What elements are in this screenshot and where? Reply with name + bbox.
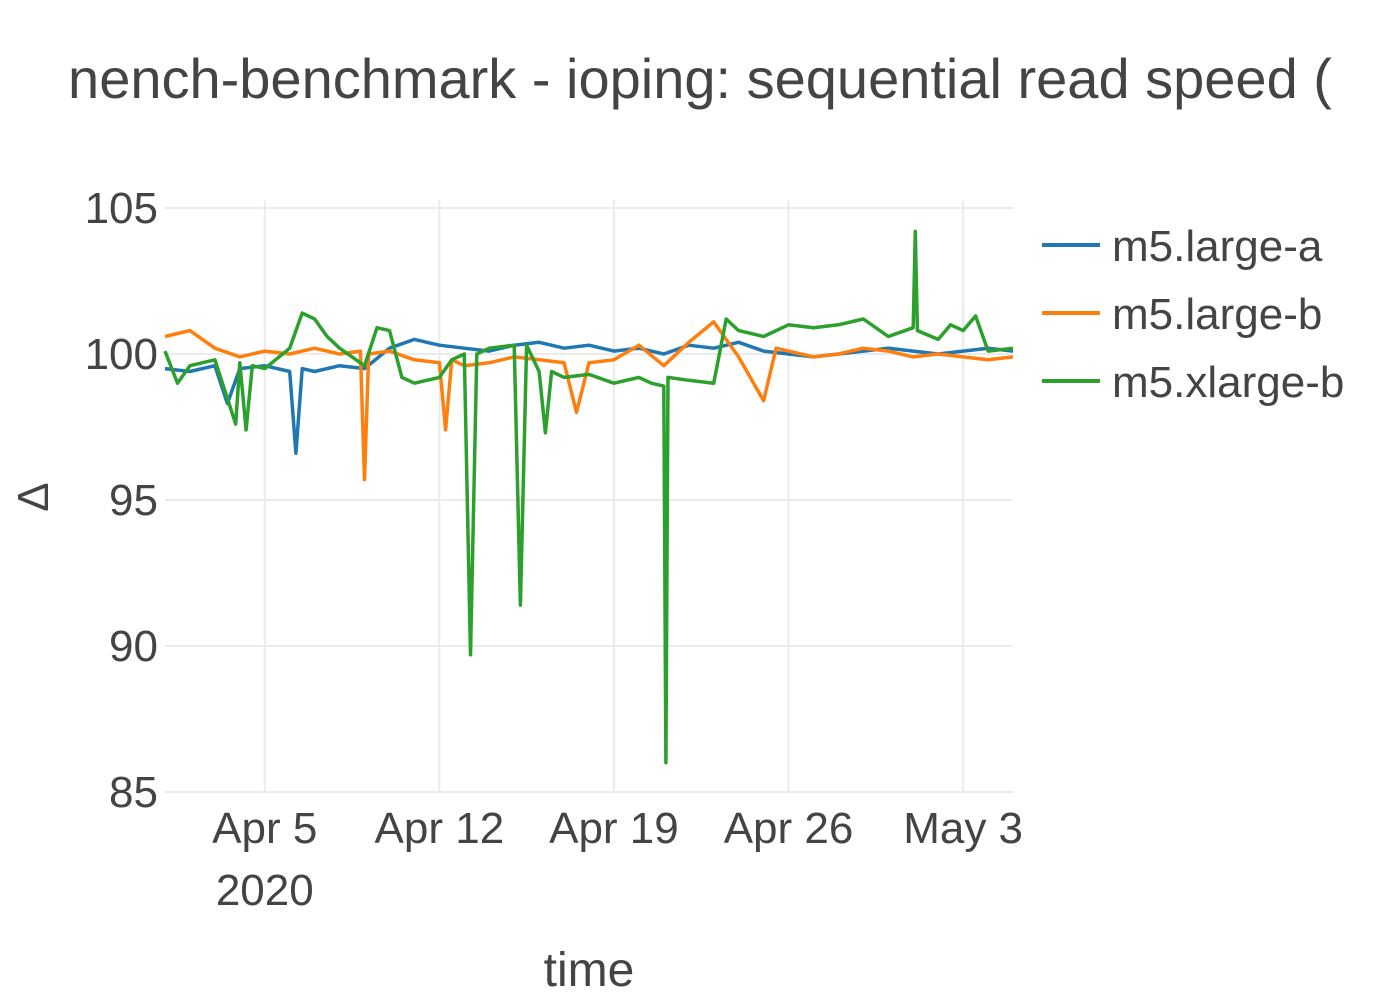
- y-tick-label: 100: [85, 330, 158, 379]
- x-tick-label: Apr 12: [375, 804, 505, 853]
- x-axis-label: time: [544, 944, 635, 997]
- y-tick-label: 90: [109, 622, 158, 671]
- y-tick-labels: 85 90 95 100 105: [85, 184, 158, 817]
- legend-label: m5.xlarge-b: [1112, 358, 1344, 407]
- x-tick-label: Apr 5: [212, 804, 317, 853]
- y-axis-label: Δ: [9, 482, 58, 511]
- series-line-m5.large-a: [164, 337, 1014, 456]
- legend-label: m5.large-a: [1112, 222, 1323, 271]
- x-tick-label: Apr 26: [724, 804, 854, 853]
- y-tick-label: 95: [109, 476, 158, 525]
- series-lines: [163, 229, 1014, 765]
- x-tick-label: May 3: [903, 804, 1023, 853]
- legend: m5.large-a m5.large-b m5.xlarge-b: [1042, 222, 1344, 407]
- grid: [165, 200, 1013, 793]
- x-tick-labels: Apr 5 2020 Apr 12 Apr 19 Apr 26 May 3: [212, 804, 1023, 915]
- y-tick-label: 85: [109, 768, 158, 817]
- legend-label: m5.large-b: [1112, 290, 1322, 339]
- x-tick-sublabel: 2020: [216, 866, 314, 915]
- chart-title: nench-benchmark - ioping: sequential rea…: [68, 47, 1332, 110]
- x-tick-label: Apr 19: [549, 804, 679, 853]
- y-tick-label: 105: [85, 184, 158, 233]
- series-line-m5.xlarge-b: [163, 229, 1014, 765]
- series-line-m5.large-b: [164, 320, 1014, 482]
